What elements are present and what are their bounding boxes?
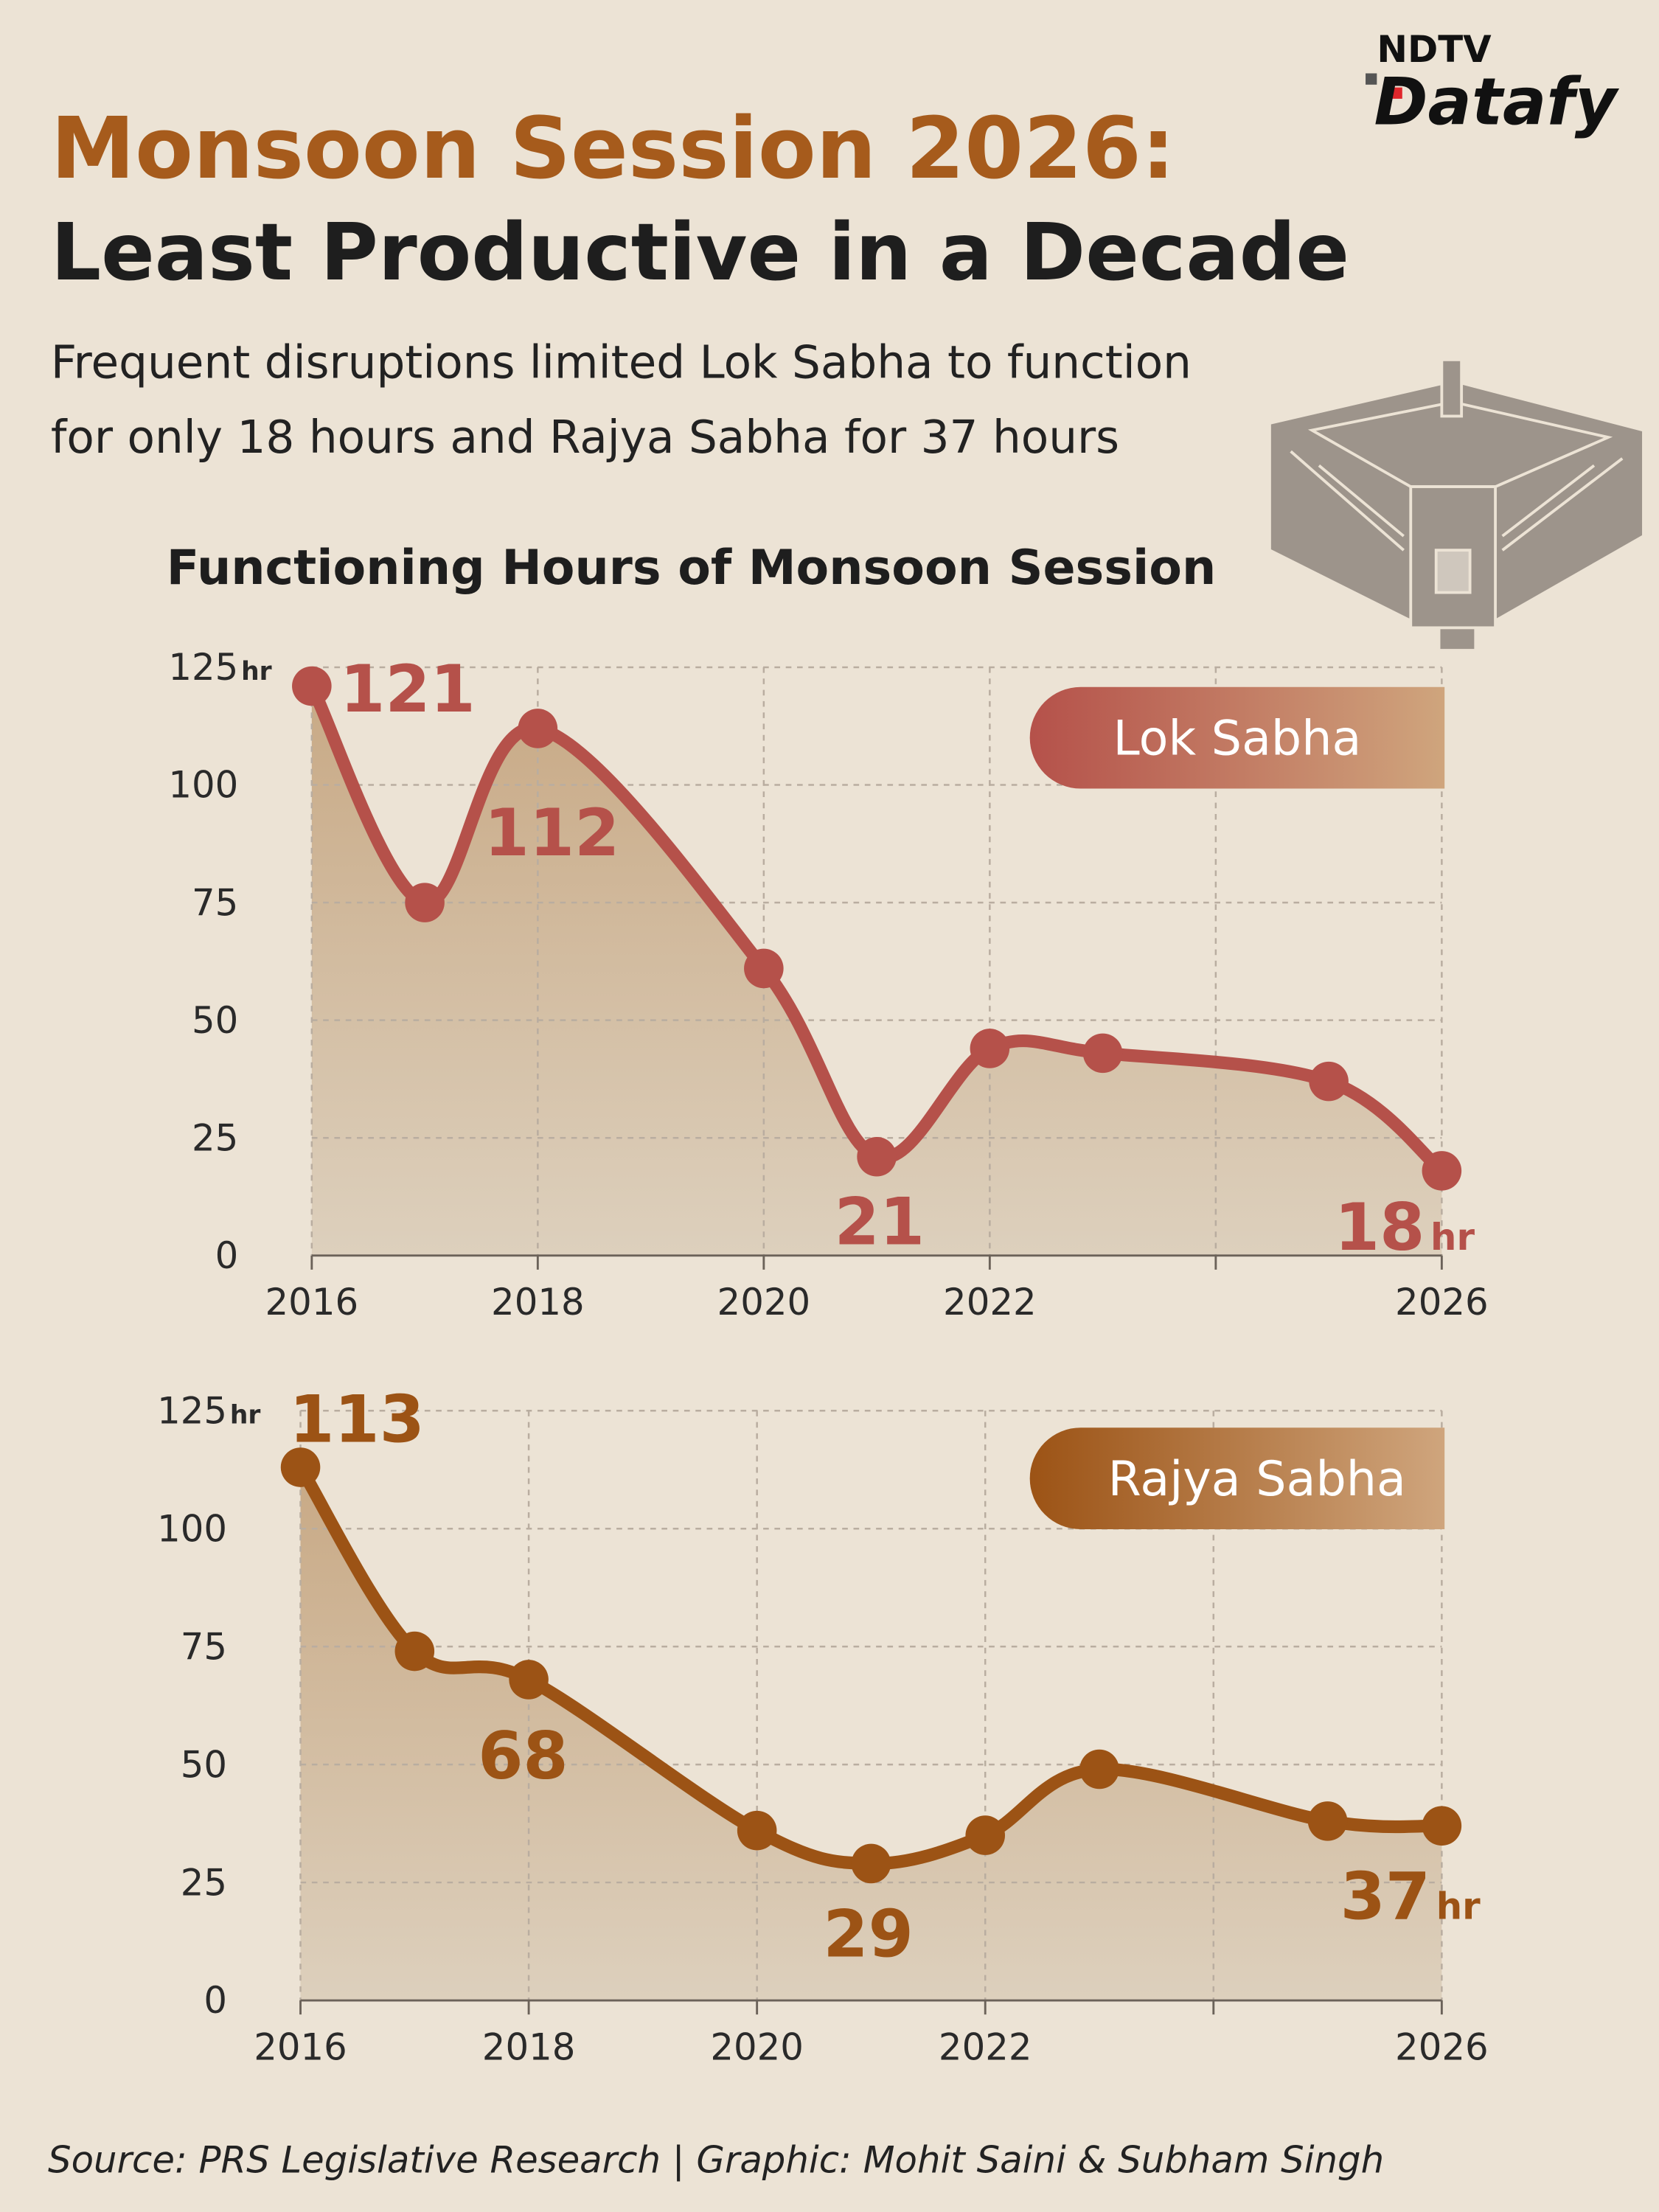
data-label: 29 (823, 1896, 913, 1972)
x-tick-label: 2026 (1395, 2025, 1489, 2068)
title: Least Productive in a Decade (51, 207, 1349, 299)
data-label: 113 (289, 1382, 425, 1458)
logo-product: Datafy (1374, 63, 1620, 139)
chart-heading: Functioning Hours of Monsoon Session (167, 540, 1217, 596)
data-label: 68 (478, 1718, 568, 1794)
point (394, 1631, 435, 1672)
y-tick-label: 100 (168, 764, 238, 807)
x-tick-label: 2022 (943, 1281, 1037, 1324)
point (509, 1660, 549, 1700)
point (292, 666, 332, 706)
point (970, 1029, 1010, 1068)
y-tick-label: 50 (192, 999, 238, 1042)
point (744, 948, 784, 989)
x-tick-label: 2020 (710, 2025, 804, 2068)
y-tick-label: 50 (181, 1743, 227, 1786)
y-tick-label: 125 (157, 1389, 227, 1432)
legend-label: Lok Sabha (1113, 712, 1362, 767)
area (311, 686, 1442, 1256)
logo-dot (1366, 73, 1377, 85)
point (851, 1843, 891, 1884)
legend-badge (1029, 1427, 1445, 1529)
title: Monsoon Session 2026: (51, 100, 1175, 198)
x-tick-label: 2026 (1395, 1281, 1489, 1324)
point (518, 709, 558, 748)
data-label-unit: hr (1430, 1216, 1475, 1259)
point (1422, 1151, 1462, 1191)
y-tick-label: 125 (168, 646, 238, 689)
y-tick-label: 100 (157, 1507, 227, 1550)
x-tick-label: 2016 (265, 1281, 359, 1324)
x-tick-label: 2018 (491, 1281, 585, 1324)
data-label: 18 (1335, 1189, 1425, 1265)
y-tick-label: 75 (181, 1625, 227, 1668)
data-label: 37 (1340, 1859, 1430, 1935)
point (1307, 1801, 1348, 1841)
data-label: 112 (484, 795, 620, 871)
y-tick-label: 25 (192, 1116, 238, 1159)
point (857, 1136, 897, 1177)
subtitle: Frequent disruptions limited Lok Sabha t… (51, 337, 1192, 389)
point (1309, 1061, 1349, 1102)
point (1082, 1033, 1123, 1074)
line (293, 1461, 1448, 1871)
data-label-unit: hr (1436, 1885, 1481, 1928)
point (405, 883, 445, 922)
x-tick-label: 2020 (717, 1281, 811, 1324)
point (280, 1447, 321, 1487)
subtitle: for only 18 hours and Rajya Sabha for 37… (51, 411, 1119, 464)
y-tick-label: 0 (204, 1979, 227, 2022)
y-tick-label: 75 (192, 881, 238, 924)
y-unit: hr (241, 657, 272, 686)
parliament-icon (1268, 358, 1645, 652)
data-label: 121 (340, 651, 476, 727)
x-tick-label: 2018 (482, 2025, 576, 2068)
logo-dot (1391, 87, 1402, 99)
legend-label: Rajya Sabha (1108, 1452, 1406, 1507)
point (737, 1810, 777, 1851)
line (305, 679, 1448, 1178)
legend-badge (1029, 686, 1445, 789)
source: Source: PRS Legislative Research | Graph… (48, 2138, 1384, 2181)
data-label: 21 (835, 1183, 925, 1259)
logo-brand: NDTV (1377, 28, 1492, 71)
point (1079, 1749, 1119, 1790)
point (965, 1815, 1006, 1855)
y-unit: hr (230, 1400, 261, 1430)
area (300, 1467, 1442, 2001)
y-tick-label: 0 (215, 1234, 239, 1277)
point (1422, 1806, 1462, 1846)
y-tick-label: 25 (181, 1861, 227, 1904)
x-tick-label: 2016 (254, 2025, 347, 2068)
x-tick-label: 2022 (939, 2025, 1032, 2068)
